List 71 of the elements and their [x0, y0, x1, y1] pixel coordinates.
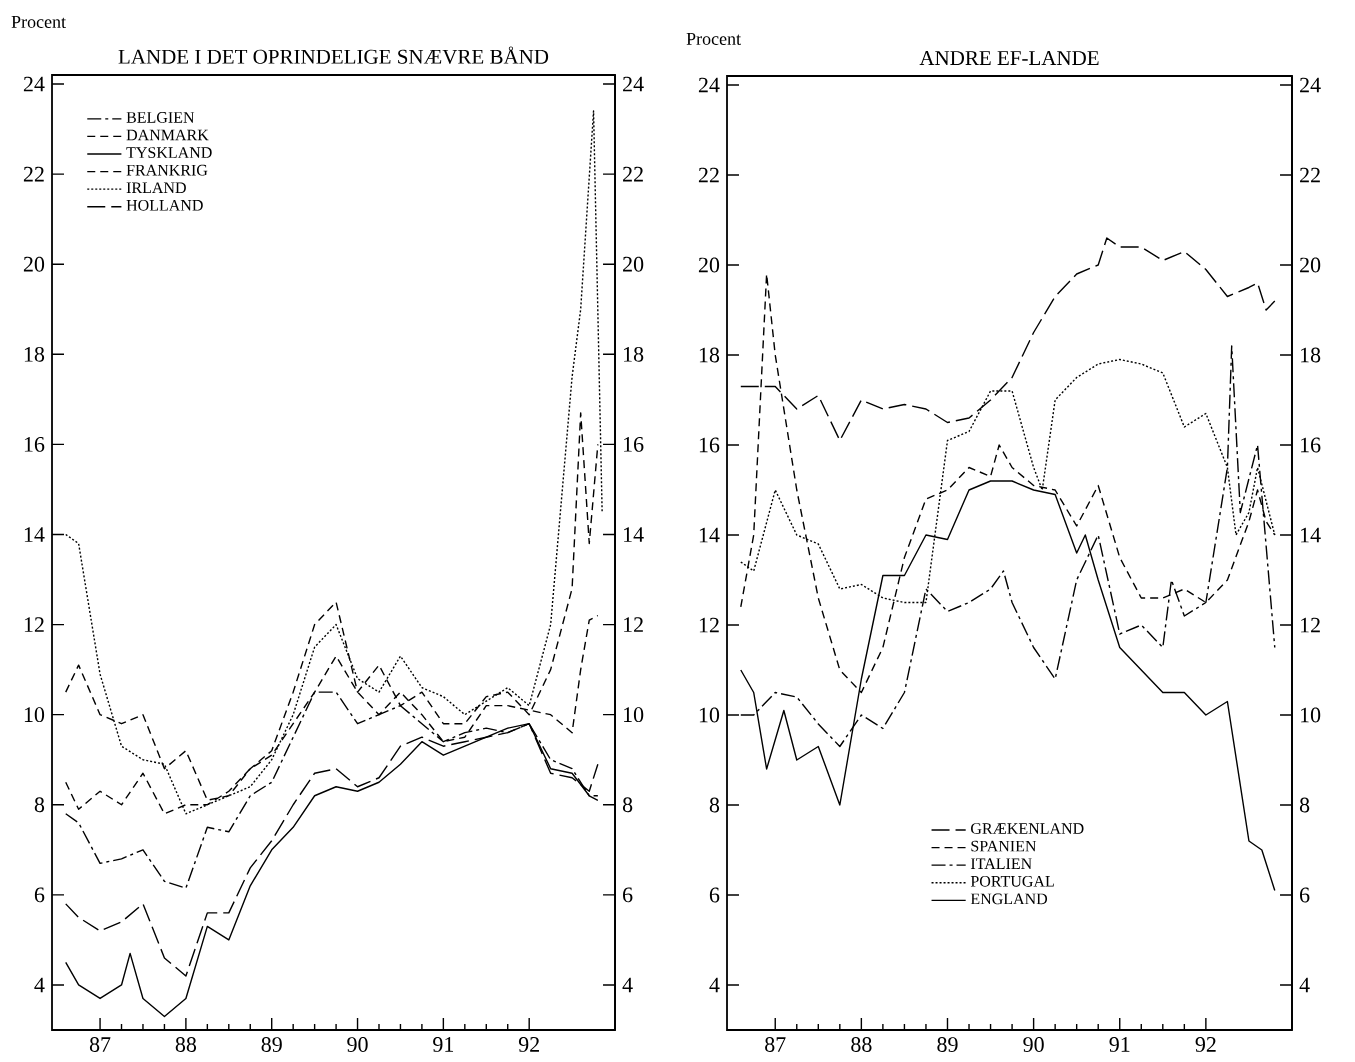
x-tick-label: 87: [89, 1037, 111, 1052]
y-tick-label: 18: [24, 346, 45, 362]
x-tick-label: 89: [261, 1037, 282, 1052]
y2-tick-label: 8: [1299, 797, 1310, 813]
x-tick-label: 87: [765, 1037, 786, 1052]
y-tick-label: 12: [24, 617, 44, 632]
y2-tick-label: 12: [624, 617, 643, 632]
chart-title: LANDE I DET OPRINDELIGE SNÆVRE BÅND: [118, 46, 549, 64]
y2-tick-label: 22: [1300, 167, 1320, 183]
y-tick-label: 20: [698, 257, 720, 273]
y-tick-label: 24: [698, 77, 720, 93]
y2-tick-label: 14: [1301, 527, 1321, 543]
x-tick-label: 92: [518, 1037, 539, 1052]
y2-tick-label: 16: [624, 437, 644, 452]
legend-label: SPANIEN: [971, 840, 1037, 852]
x-tick-label: 91: [433, 1037, 454, 1052]
y-tick-label: 14: [24, 527, 45, 542]
y-tick-label: 10: [699, 707, 720, 723]
y-tick-label: 16: [24, 437, 45, 452]
y2-tick-label: 6: [1300, 887, 1310, 903]
legend-label: HOLLAND: [126, 199, 203, 211]
y2-tick-label: 10: [1301, 707, 1321, 723]
y-tick-label: 22: [698, 167, 719, 183]
y-tick-label: 6: [34, 887, 45, 903]
y2-tick-label: 24: [623, 76, 644, 92]
y-tick-label: 12: [699, 617, 719, 633]
y-tick-label: 20: [23, 256, 45, 272]
y2-tick-label: 8: [622, 797, 633, 813]
y-tick-label: 8: [34, 797, 45, 813]
legend-label: BELGIEN: [126, 112, 195, 123]
legend-label: GRÆKENLAND: [971, 823, 1084, 834]
legend-label: ENGLAND: [970, 893, 1048, 905]
x-tick-label: 90: [347, 1037, 368, 1052]
y-tick-label: 18: [699, 347, 720, 363]
y-axis-title: Procent: [11, 15, 66, 28]
legend-label: FRANKRIG: [126, 164, 208, 176]
x-tick-label: 91: [1109, 1037, 1130, 1052]
y-tick-label: 6: [709, 887, 720, 903]
y-tick-label: 4: [34, 977, 45, 993]
y-tick-label: 16: [699, 437, 720, 453]
legend-label: ITALIEN: [970, 858, 1032, 869]
y-tick-label: 14: [699, 527, 720, 543]
legend-label: TYSKLAND: [126, 147, 212, 158]
y2-tick-label: 10: [624, 707, 644, 723]
y2-tick-label: 4: [622, 977, 633, 993]
legend-label: DANMARK: [126, 129, 209, 141]
legend-label: PORTUGAL: [970, 875, 1054, 887]
y2-tick-label: 24: [1300, 77, 1321, 93]
y2-tick-label: 18: [624, 346, 644, 362]
y-axis-title: Procent: [686, 32, 741, 45]
chart-title: ANDRE EF-LANDE: [919, 51, 1099, 65]
x-tick-label: 90: [1023, 1037, 1044, 1052]
y2-tick-label: 20: [1300, 257, 1321, 273]
y2-tick-label: 22: [623, 166, 643, 182]
y2-tick-label: 16: [1301, 437, 1321, 453]
x-tick-label: 88: [851, 1037, 872, 1052]
x-tick-label: 89: [937, 1037, 958, 1052]
y2-tick-label: 14: [624, 527, 644, 542]
y-tick-label: 10: [24, 707, 45, 723]
x-tick-label: 88: [175, 1037, 197, 1052]
y2-tick-label: 4: [1299, 977, 1310, 993]
x-tick-label: 92: [1195, 1037, 1216, 1052]
y-tick-label: 4: [709, 977, 720, 993]
y2-tick-label: 6: [623, 887, 633, 903]
y-tick-label: 22: [23, 166, 44, 182]
legend-label: IRLAND: [126, 182, 186, 193]
y-tick-label: 8: [709, 797, 720, 813]
y2-tick-label: 18: [1301, 347, 1321, 363]
y-tick-label: 24: [23, 76, 45, 92]
y2-tick-label: 20: [623, 256, 644, 272]
y2-tick-label: 12: [1301, 617, 1320, 633]
